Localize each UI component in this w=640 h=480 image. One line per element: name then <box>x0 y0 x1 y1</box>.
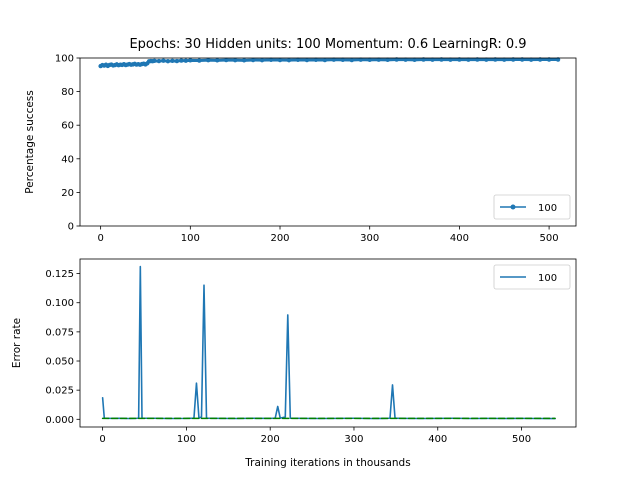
legend: 100 <box>493 194 571 220</box>
x-tick-label: 0 <box>97 233 103 244</box>
y-axis-label: Percentage success <box>24 90 36 193</box>
data-point <box>161 58 166 63</box>
data-point <box>430 57 435 62</box>
legend-marker <box>510 204 516 210</box>
x-tick-label: 500 <box>512 434 531 445</box>
data-point <box>358 57 363 62</box>
data-point <box>179 58 184 63</box>
data-point <box>475 57 480 62</box>
data-point <box>403 57 408 62</box>
data-point <box>259 57 265 63</box>
data-point <box>183 58 189 63</box>
data-point <box>367 57 372 63</box>
x-tick-label: 300 <box>360 233 379 244</box>
data-point <box>376 57 381 62</box>
x-tick-label: 0 <box>99 434 105 445</box>
data-point <box>197 58 202 63</box>
data-point <box>493 57 498 62</box>
y-tick-label: 0 <box>68 222 74 233</box>
data-point <box>188 58 193 63</box>
data-point <box>385 57 390 63</box>
x-tick-label: 100 <box>181 233 200 244</box>
data-point <box>340 57 345 63</box>
success-chart: Epochs: 30 Hidden units: 100 Momentum: 0… <box>24 37 577 244</box>
error-chart: Training iterations in thousands Error r… <box>11 258 577 469</box>
legend-box <box>493 194 571 220</box>
y-tick-label: 0.100 <box>45 298 74 309</box>
data-point <box>546 57 552 62</box>
data-point <box>156 58 162 64</box>
y-tick-label: 100 <box>55 54 74 65</box>
data-point <box>466 57 471 62</box>
data-point <box>322 57 328 63</box>
data-point <box>206 57 211 63</box>
x-tick-label: 400 <box>428 434 447 445</box>
y-axis-label: Error rate <box>11 318 23 368</box>
data-point <box>457 57 462 62</box>
x-tick-label: 300 <box>344 434 363 445</box>
data-point <box>555 57 561 62</box>
data-point <box>511 57 516 62</box>
y-tick-label: 0.075 <box>45 327 74 338</box>
data-point <box>519 57 525 62</box>
y-tick-label: 60 <box>61 121 74 132</box>
legend-label: 100 <box>538 203 557 214</box>
y-tick-label: 0.000 <box>45 415 74 426</box>
x-tick-label: 400 <box>450 233 469 244</box>
data-point <box>313 57 319 63</box>
legend-box <box>493 264 571 290</box>
x-tick-label: 500 <box>540 233 559 244</box>
error-plot-area: 0 100 200 300 400 500 0.000 0.025 0.050 0.075 0.10… <box>45 258 577 445</box>
data-point <box>286 57 292 63</box>
data-point <box>421 57 426 62</box>
data-point <box>165 58 171 64</box>
data-point <box>331 57 337 62</box>
x-axis-label: Training iterations in thousands <box>244 457 410 469</box>
data-point <box>277 57 283 63</box>
data-point <box>268 57 274 63</box>
data-point <box>295 57 301 63</box>
data-point <box>241 58 247 63</box>
data-point <box>250 57 256 63</box>
chart-title: Epochs: 30 Hidden units: 100 Momentum: 0… <box>129 37 526 52</box>
data-point <box>174 58 180 64</box>
y-tick-label: 0.125 <box>45 269 74 280</box>
y-tick-label: 80 <box>61 87 74 98</box>
data-point <box>232 57 238 63</box>
data-point <box>170 58 175 64</box>
data-point <box>215 58 220 63</box>
data-point <box>537 57 543 62</box>
data-point <box>223 57 229 63</box>
data-point <box>304 57 310 63</box>
data-point <box>502 57 507 62</box>
data-point <box>484 57 489 62</box>
legend: 100 <box>493 264 571 290</box>
data-point <box>528 57 534 62</box>
success-plot-area: 0 100 200 300 400 500 0 20 40 60 80 100 100 <box>55 54 577 244</box>
legend-label: 100 <box>538 273 557 284</box>
x-tick-label: 200 <box>261 434 280 445</box>
y-tick-label: 0.025 <box>45 386 74 397</box>
x-tick-label: 200 <box>270 233 289 244</box>
data-point <box>439 57 444 62</box>
data-point <box>394 57 399 62</box>
data-point <box>152 58 157 64</box>
y-tick-label: 40 <box>61 154 74 165</box>
plot-frame <box>79 57 577 227</box>
y-tick-label: 0.050 <box>45 357 74 368</box>
y-tick-label: 20 <box>61 188 74 199</box>
data-point <box>448 57 453 62</box>
plot-frame <box>79 258 577 428</box>
data-point <box>349 57 354 63</box>
data-point <box>412 57 417 63</box>
x-tick-label: 100 <box>177 434 196 445</box>
